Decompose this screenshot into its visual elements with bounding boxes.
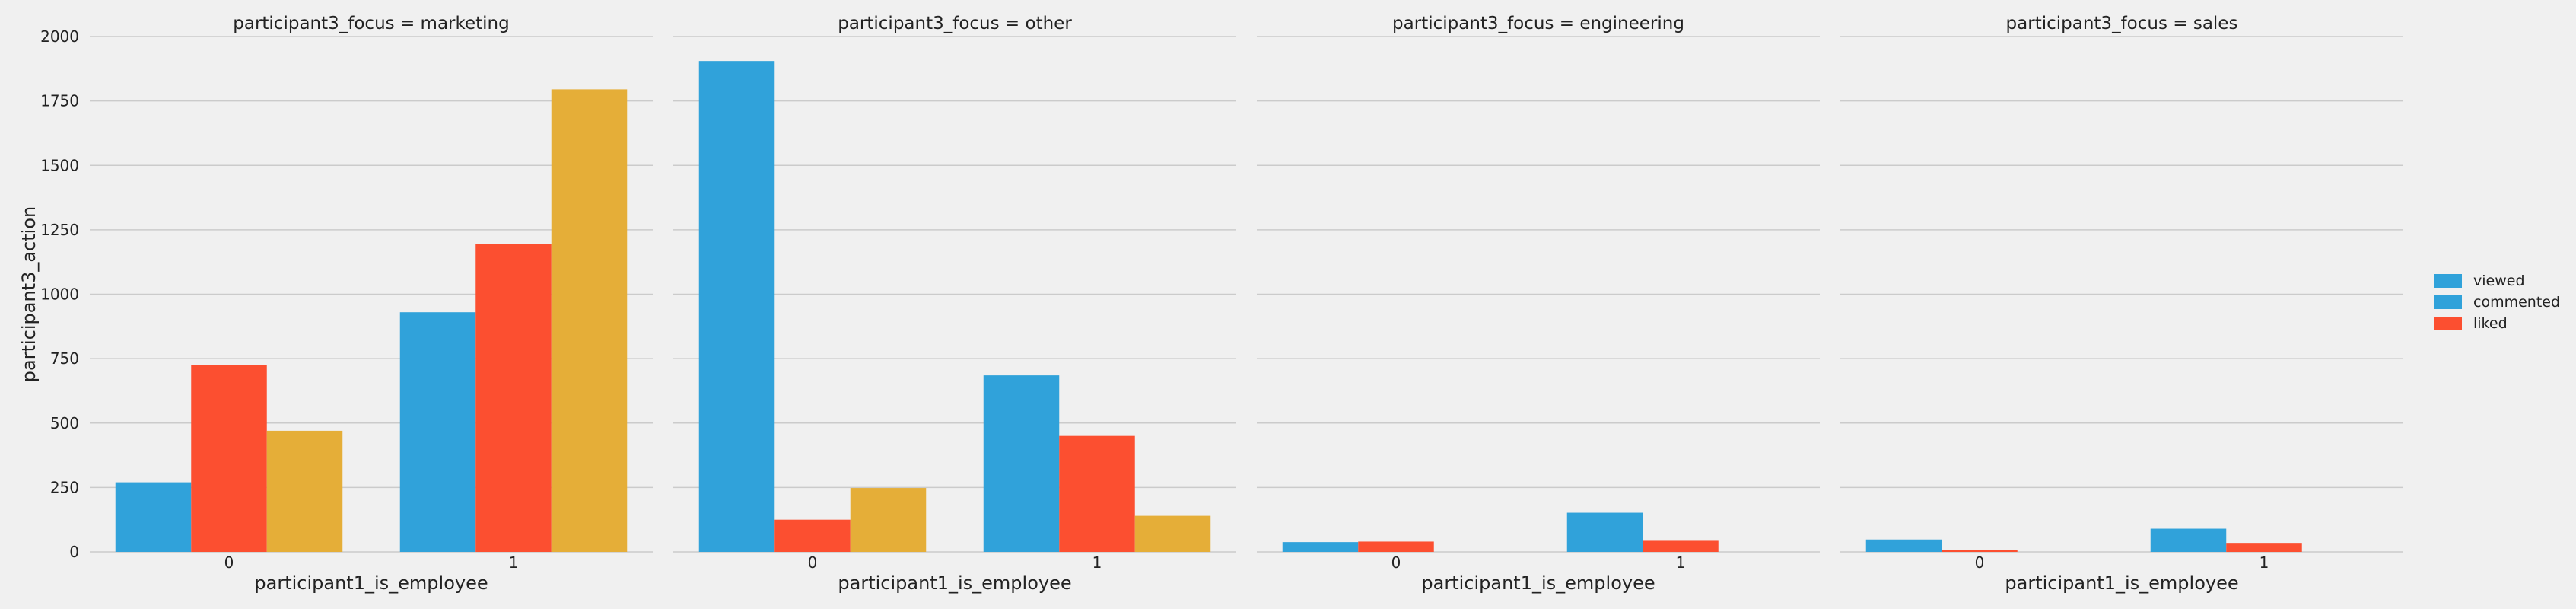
legend-swatch <box>2434 317 2462 330</box>
y-tick-label: 250 <box>50 478 79 496</box>
legend-swatch <box>2434 274 2462 288</box>
y-tick-label: 750 <box>50 349 79 368</box>
x-axis-label: participant1_is_employee <box>254 572 488 594</box>
bar <box>850 488 927 552</box>
bar <box>1942 550 2018 552</box>
x-tick-label: 1 <box>509 553 519 572</box>
legend-swatch <box>2434 295 2462 309</box>
bar <box>1358 541 1434 552</box>
x-axis-label: participant1_is_employee <box>2005 572 2238 594</box>
legend-label: viewed <box>2473 273 2525 289</box>
y-tick-label: 0 <box>69 543 79 561</box>
facet-title: participant3_focus = engineering <box>1392 14 1684 33</box>
bar <box>983 375 1060 552</box>
facet-title: participant3_focus = marketing <box>233 14 509 33</box>
bar <box>1865 539 1942 552</box>
x-axis-label: participant1_is_employee <box>1421 572 1655 594</box>
bar <box>191 365 267 552</box>
x-tick-label: 0 <box>1975 553 1985 572</box>
x-tick-label: 0 <box>224 553 234 572</box>
bar <box>475 244 552 552</box>
y-tick-label: 500 <box>50 414 79 432</box>
bar <box>115 482 192 552</box>
x-tick-label: 1 <box>1676 553 1686 572</box>
y-tick-label: 1000 <box>40 285 79 304</box>
bar <box>1059 435 1135 552</box>
facet-title: participant3_focus = other <box>838 14 1072 33</box>
legend-label: commented <box>2473 294 2560 311</box>
y-tick-label: 1250 <box>40 221 79 239</box>
x-axis-label: participant1_is_employee <box>838 572 1071 594</box>
x-tick-label: 1 <box>2260 553 2269 572</box>
bar <box>399 312 476 552</box>
x-tick-label: 0 <box>1391 553 1401 572</box>
bar <box>1643 540 1719 552</box>
bar <box>698 61 775 553</box>
bar <box>1566 512 1643 552</box>
bar <box>2150 528 2227 552</box>
x-tick-label: 1 <box>1092 553 1102 572</box>
y-axis-label: participant3_action <box>18 206 40 382</box>
y-tick-label: 2000 <box>40 27 79 46</box>
bar <box>551 89 628 552</box>
legend-label: liked <box>2473 315 2508 332</box>
bar <box>2226 543 2302 552</box>
y-tick-label: 1500 <box>40 156 79 174</box>
x-tick-label: 0 <box>808 553 818 572</box>
bar <box>774 519 851 552</box>
facet-title: participant3_focus = sales <box>2006 14 2238 33</box>
bar <box>1282 542 1359 552</box>
bar <box>266 430 343 552</box>
bar <box>1134 515 1211 552</box>
y-tick-label: 1750 <box>40 92 79 110</box>
